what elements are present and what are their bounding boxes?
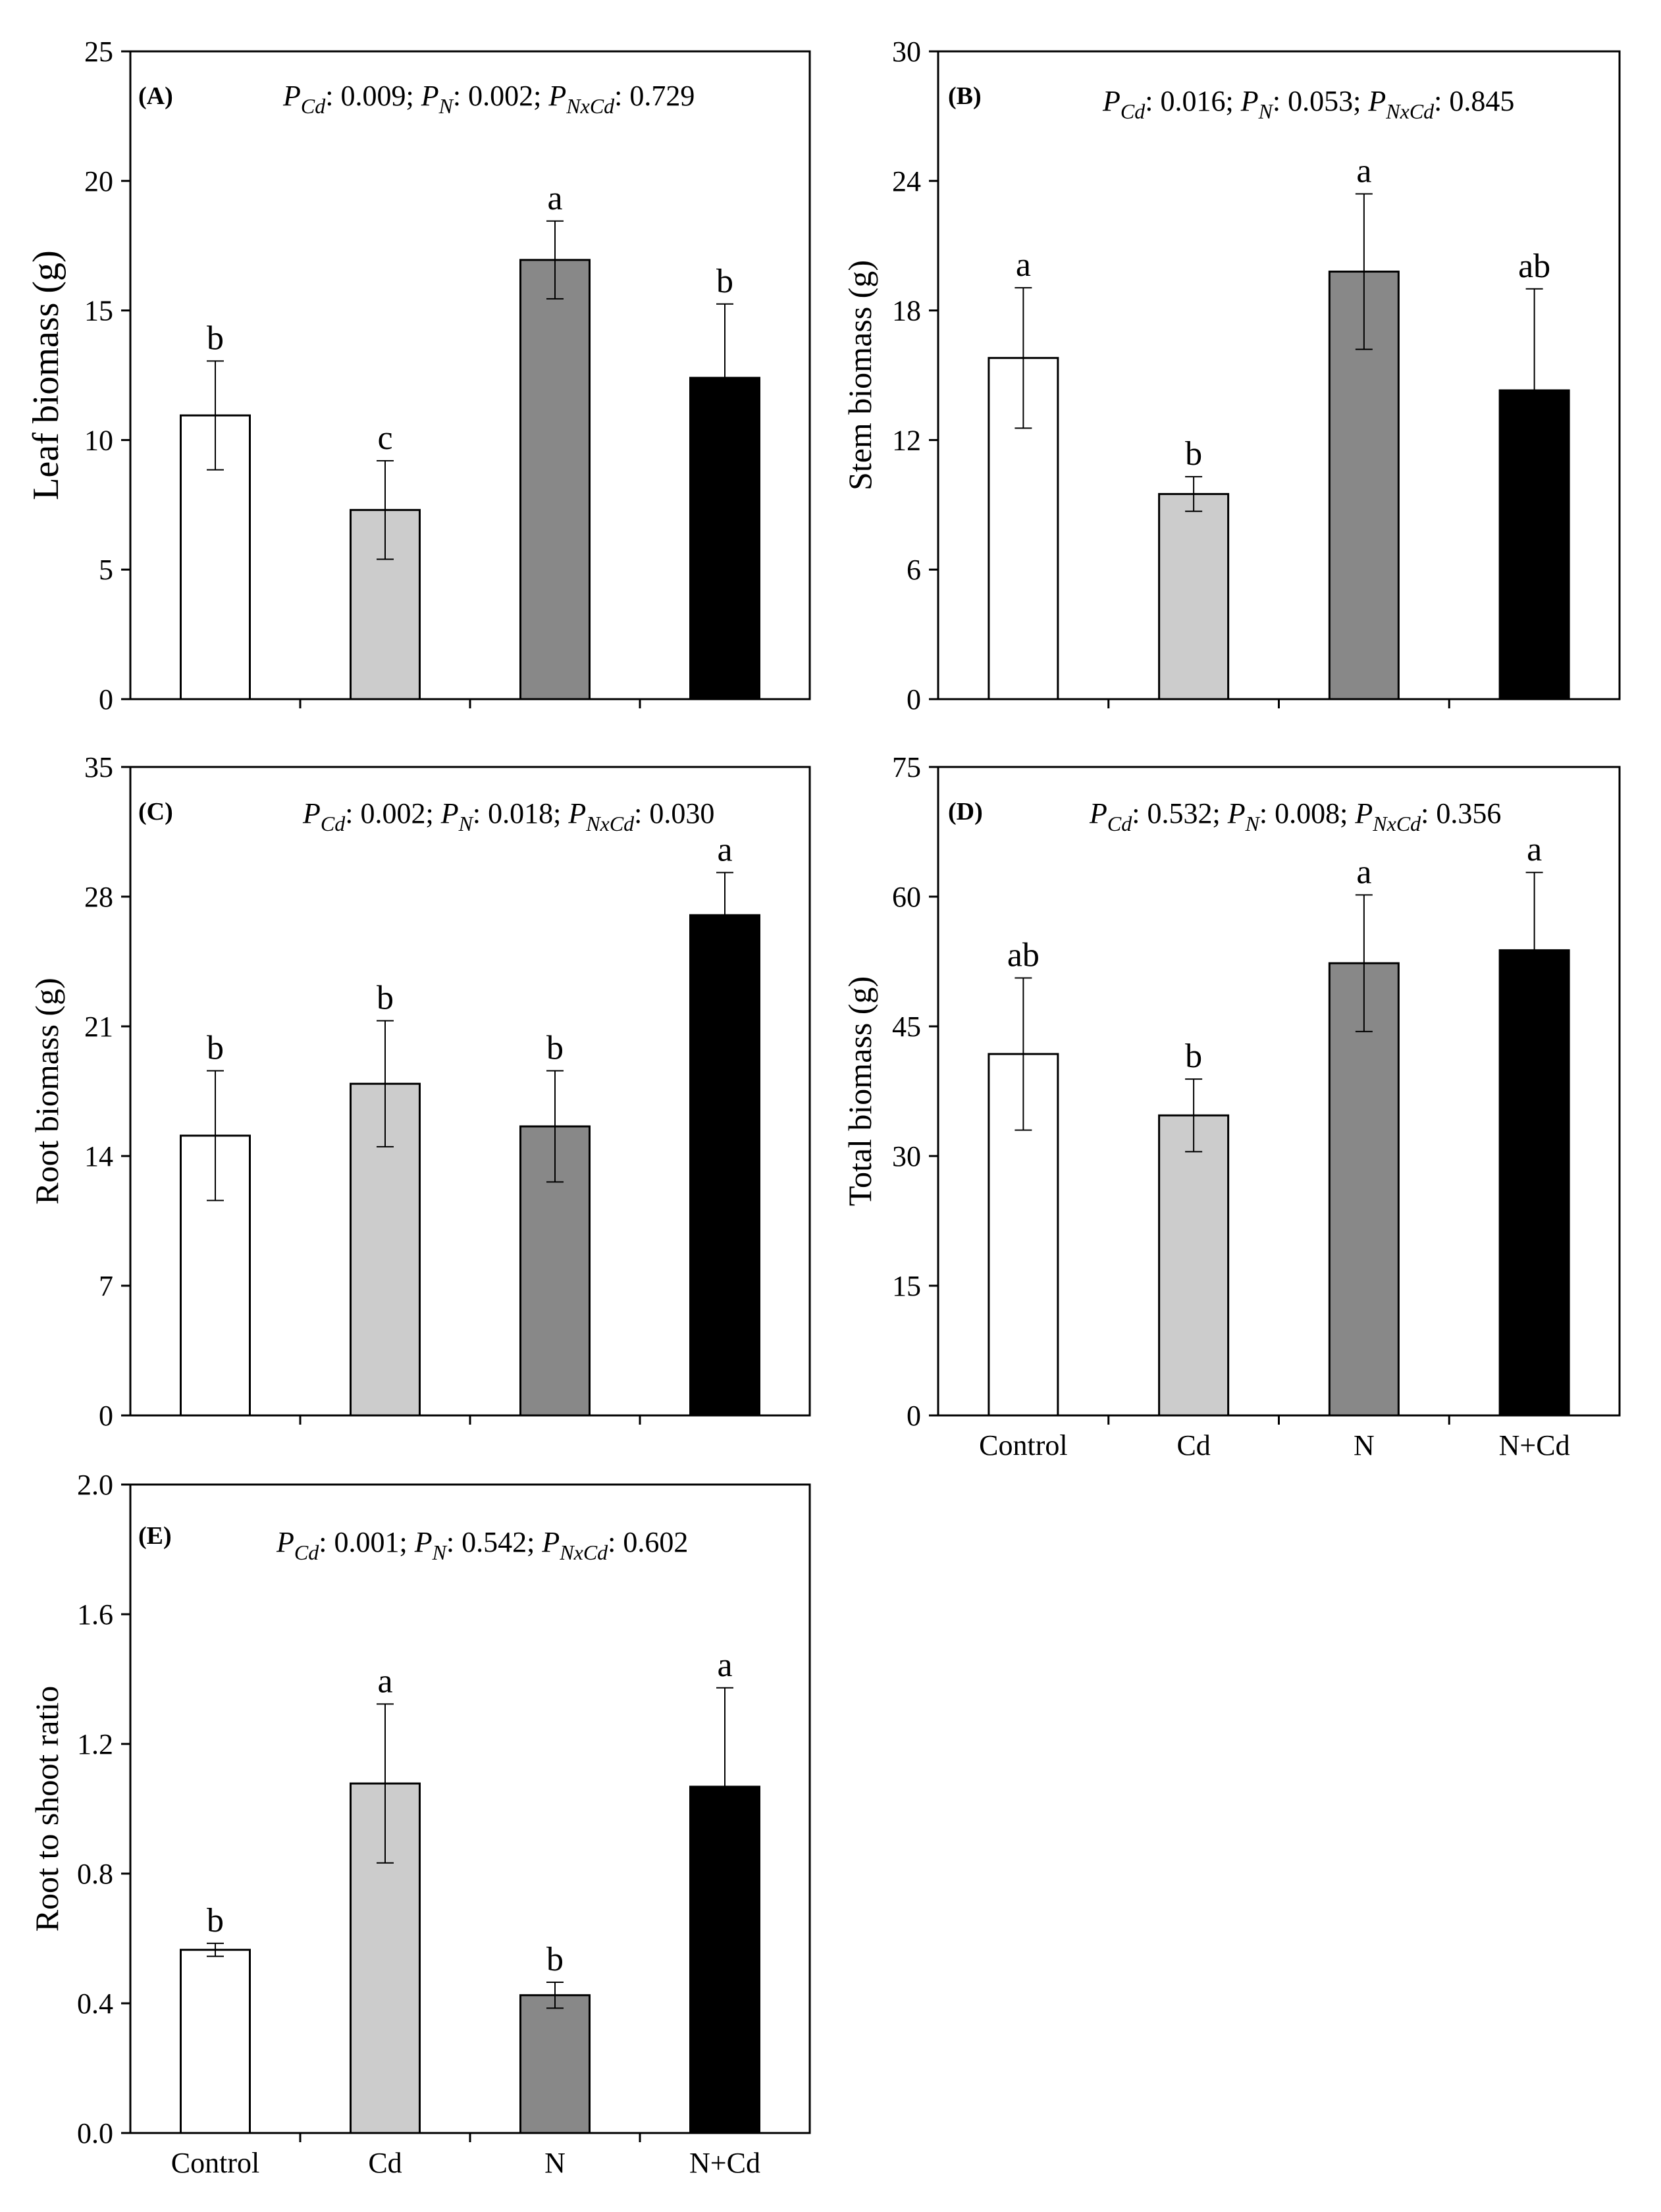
significance-letter: a — [717, 831, 732, 868]
y-tick-label: 20 — [84, 165, 113, 198]
y-tick-label: 10 — [84, 424, 113, 456]
significance-letter: a — [1527, 831, 1542, 868]
y-tick-label: 0 — [99, 683, 113, 716]
y-axis-title: Root biomass (g) — [28, 978, 65, 1204]
y-tick-label: 6 — [907, 554, 921, 586]
y-tick-label: 30 — [892, 1140, 921, 1172]
significance-letter: a — [717, 1646, 732, 1684]
y-axis-title: Leaf biomass (g) — [26, 250, 66, 500]
y-tick-label: 12 — [892, 424, 921, 456]
y-tick-label: 14 — [84, 1140, 113, 1172]
panel-label: (C) — [138, 798, 173, 826]
significance-letter: b — [207, 319, 224, 357]
y-axis-title: Total biomass (g) — [841, 976, 878, 1206]
y-tick-label: 45 — [892, 1011, 921, 1043]
panel-a: b c a b 0 5 10 15 20 25 Leaf biomass (g) (A) PCd: 0.… — [26, 36, 811, 716]
y-tick-label: 1.2 — [77, 1728, 113, 1760]
y-tick-label: 7 — [99, 1270, 113, 1302]
y-tick-label: 0 — [907, 1400, 921, 1432]
significance-letter: a — [1356, 152, 1371, 190]
panel-label: (D) — [948, 798, 983, 826]
y-tick-label: 0.4 — [77, 1988, 113, 2020]
significance-letter: b — [716, 263, 733, 300]
y-tick-label: 30 — [892, 36, 921, 68]
y-tick-label: 0.0 — [77, 2117, 113, 2149]
bar-control — [180, 1949, 251, 2134]
significance-letter: b — [1185, 1038, 1202, 1075]
significance-letter: a — [1016, 246, 1031, 284]
y-tick-label: 35 — [84, 751, 113, 783]
y-tick-label: 75 — [892, 751, 921, 783]
y-tick-label: 15 — [84, 295, 113, 327]
bar-npluscd — [689, 914, 760, 1417]
y-tick-label: 60 — [892, 881, 921, 913]
x-tick-label: N+Cd — [1499, 1429, 1570, 1462]
panel-label: (E) — [138, 1522, 172, 1550]
p-values: PCd: 0.532; PN: 0.008; PNxCd: 0.356 — [1089, 797, 1501, 835]
bar-n — [519, 1994, 591, 2134]
x-tick-label: N — [1354, 1429, 1375, 1462]
panel-d: ab b a a 0 15 30 45 60 75 Control Cd N N+Cd Total biom… — [841, 751, 1621, 1462]
significance-letter: ab — [1007, 936, 1040, 974]
panel-label: (A) — [138, 82, 173, 110]
y-tick-label: 28 — [84, 881, 113, 913]
x-tick-label: Cd — [368, 2147, 402, 2179]
significance-letter: b — [546, 1030, 564, 1067]
significance-letter: c — [377, 419, 392, 457]
y-tick-label: 0 — [99, 1400, 113, 1432]
significance-letter: ab — [1518, 248, 1550, 285]
p-values: PCd: 0.001; PN: 0.542; PNxCd: 0.602 — [276, 1526, 688, 1564]
bar-n — [519, 259, 591, 700]
panel-e: b a b a 0.0 0.4 0.8 1.2 1.6 2.0 Control Cd N N+Cd Root… — [28, 1469, 811, 2179]
p-values: PCd: 0.016; PN: 0.053; PNxCd: 0.845 — [1102, 85, 1514, 123]
x-tick-label: N+Cd — [689, 2147, 760, 2179]
p-values: PCd: 0.009; PN: 0.002; PNxCd: 0.729 — [282, 80, 695, 118]
significance-letter: b — [377, 980, 394, 1017]
x-tick-label: Cd — [1176, 1429, 1210, 1462]
y-tick-label: 0 — [907, 683, 921, 716]
p-values: PCd: 0.002; PN: 0.018; PNxCd: 0.030 — [302, 797, 714, 835]
y-tick-label: 2.0 — [77, 1469, 113, 1501]
significance-letter: b — [1185, 435, 1202, 473]
x-tick-label: Control — [171, 2147, 259, 2179]
y-tick-label: 0.8 — [77, 1858, 113, 1890]
y-tick-label: 25 — [84, 36, 113, 68]
y-tick-label: 21 — [84, 1011, 113, 1043]
panel-label: (B) — [948, 82, 982, 110]
bar-cd — [1158, 492, 1230, 700]
significance-letter: a — [377, 1662, 392, 1700]
y-tick-label: 24 — [892, 165, 921, 198]
significance-letter: a — [547, 180, 562, 217]
x-tick-label: Control — [979, 1429, 1067, 1462]
x-tick-label: N — [544, 2147, 566, 2179]
y-tick-label: 5 — [99, 554, 113, 586]
significance-letter: b — [207, 1030, 224, 1067]
y-axis-title: Stem biomass (g) — [841, 260, 878, 490]
bar-cd — [1158, 1114, 1230, 1417]
significance-letter: b — [207, 1902, 224, 1939]
y-axis-title: Root to shoot ratio — [28, 1686, 65, 1932]
bar-n — [1328, 962, 1400, 1417]
y-tick-label: 18 — [892, 295, 921, 327]
panel-c: b b b a 0 7 14 21 28 35 Root biomass (g) (C) PCd: 0.… — [28, 751, 811, 1432]
significance-letter: b — [546, 1941, 564, 1978]
y-tick-label: 15 — [892, 1270, 921, 1302]
y-tick-label: 1.6 — [77, 1598, 113, 1631]
significance-letter: a — [1356, 853, 1371, 891]
